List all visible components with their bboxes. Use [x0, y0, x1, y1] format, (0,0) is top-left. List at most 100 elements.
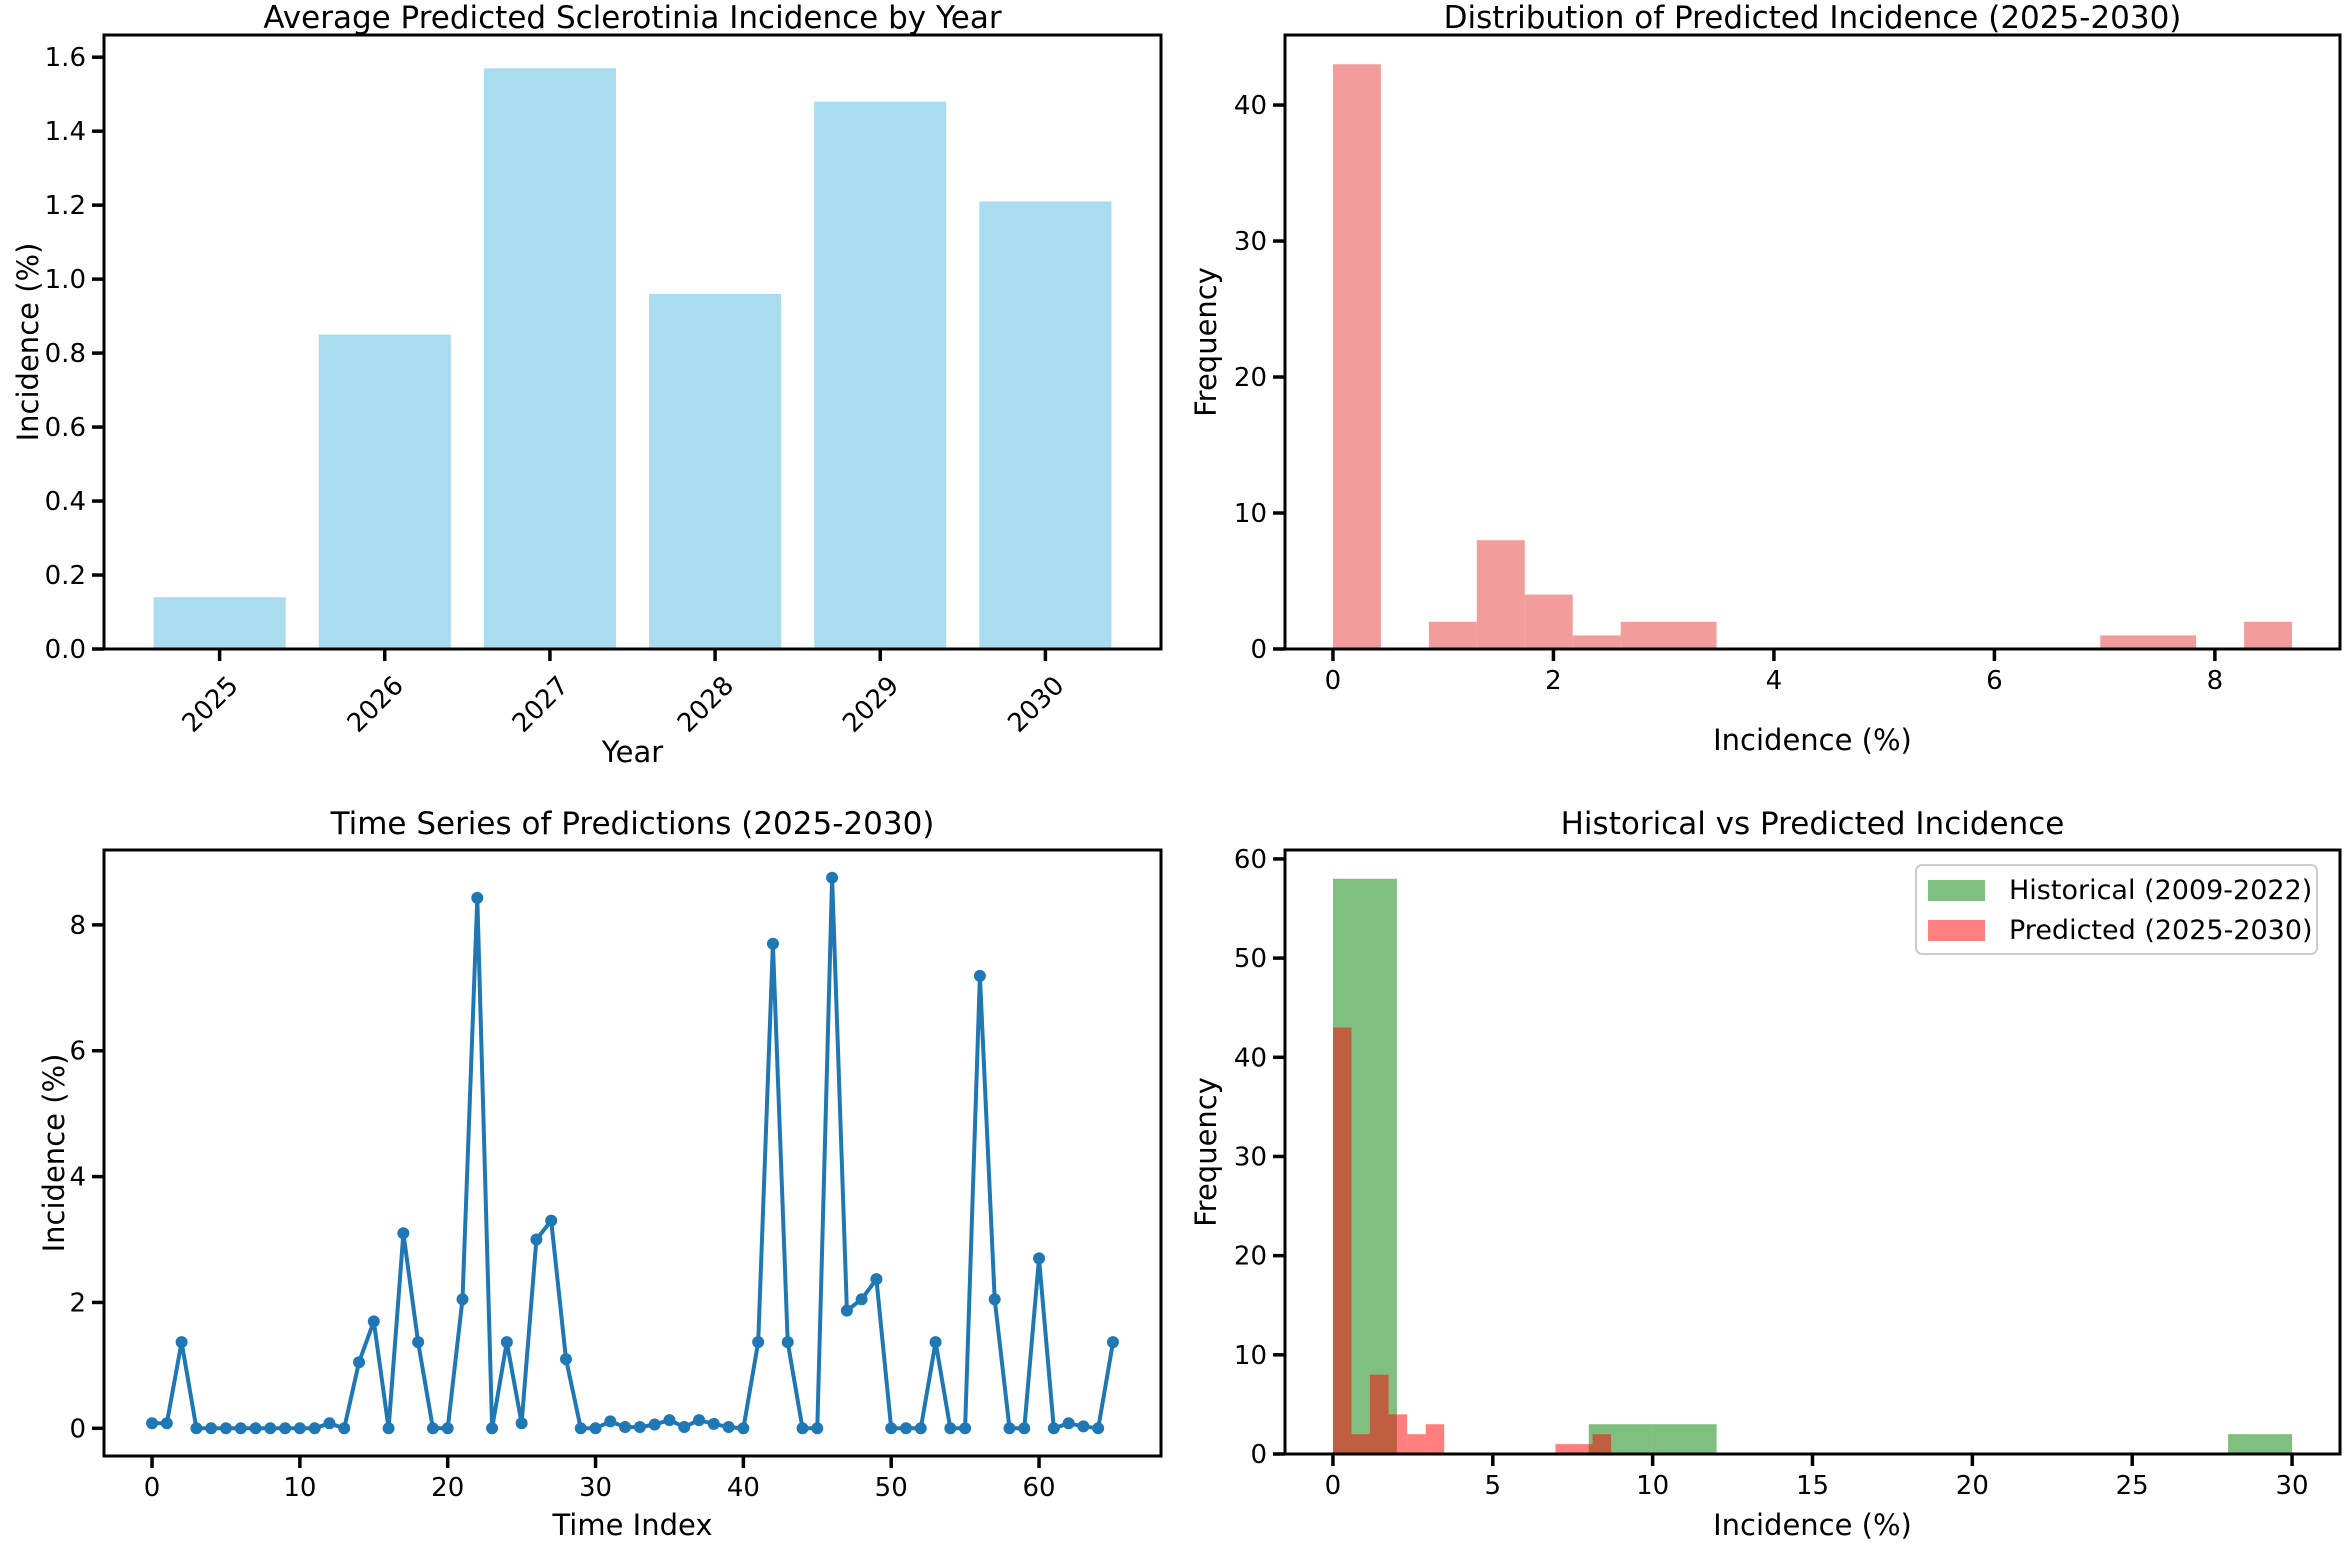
data-point [811, 1422, 824, 1435]
hist-bar [1407, 1434, 1426, 1454]
x-tick-label: 6 [1986, 666, 2003, 696]
data-point [441, 1422, 454, 1435]
data-point [619, 1421, 632, 1434]
hist-bar [1428, 621, 1477, 649]
x-tick-label: 10 [283, 1473, 316, 1503]
y-tick-label: 50 [1234, 944, 1267, 974]
axes-frame [102, 33, 1163, 651]
x-tick-label: 25 [2116, 1471, 2149, 1501]
data-point [796, 1422, 809, 1435]
x-tick-label: 2029 [837, 671, 905, 739]
hist-bar [1388, 1414, 1408, 1454]
chart-distribution-predicted: 0 2 4 6 8 0 10 20 30 40 Distribution of Predicted … [1173, 0, 2346, 770]
y-tick-label: 0.2 [45, 561, 86, 591]
hist-bar [1555, 1444, 1593, 1454]
data-point [205, 1422, 218, 1435]
y-tick-label: 4 [69, 1163, 86, 1193]
data-point [633, 1421, 646, 1434]
x-axis-label: Time Index [551, 1508, 712, 1542]
y-tick-label: 30 [1234, 227, 1267, 257]
y-tick-label: 40 [1234, 1043, 1267, 1073]
x-tick-label: 30 [579, 1473, 612, 1503]
data-point [988, 1293, 1001, 1306]
data-point [663, 1414, 676, 1427]
data-point [1018, 1422, 1031, 1435]
hist-bar [1572, 635, 1621, 649]
y-tick-label: 1.0 [45, 265, 86, 295]
x-tick-label: 2026 [342, 671, 410, 739]
y-tick-label: 20 [1234, 363, 1267, 393]
chart-title: Historical vs Predicted Incidence [1561, 806, 2065, 842]
x-tick-label: 5 [1485, 1471, 1502, 1501]
x-tick-label: 0 [144, 1473, 161, 1503]
chart-svg-1: 0 2 4 6 8 0 10 20 30 40 Distribution of Predicted … [1189, 0, 2342, 757]
y-axis-label: Frequency [1189, 267, 1223, 417]
data-point [781, 1336, 794, 1349]
data-point [693, 1414, 706, 1427]
x-tick-label: 2028 [672, 671, 740, 739]
chart-svg-0: 2025 2026 2027 2028 2029 2030 0.0 0.2 0.4 0.6 0.8 1… [11, 0, 1163, 769]
data-point [914, 1422, 927, 1435]
data-point [559, 1353, 572, 1366]
x-tick-label: 0 [1325, 1471, 1342, 1501]
bar-2025 [153, 597, 286, 649]
y-tick-label: 20 [1234, 1242, 1267, 1272]
data-point [973, 969, 986, 982]
data-point [604, 1415, 617, 1428]
data-point [944, 1422, 957, 1435]
legend-swatch [1928, 880, 1985, 901]
data-point [1003, 1422, 1016, 1435]
data-point [500, 1336, 513, 1349]
data-point [826, 871, 839, 884]
x-axis-label: Year [601, 735, 663, 769]
hist-bar [1592, 1434, 1612, 1454]
chart-avg-incidence-by-year: 2025 2026 2027 2028 2029 2030 0.0 0.2 0.4 0.6 0.8 1… [0, 0, 1173, 770]
y-tick-label: 60 [1234, 845, 1267, 875]
data-point [855, 1293, 868, 1306]
data-point [456, 1293, 469, 1306]
chart-title: Average Predicted Sclerotinia Incidence … [263, 0, 1001, 36]
data-point [766, 937, 779, 950]
y-tick-label: 8 [69, 911, 86, 941]
bar-2026 [318, 334, 451, 649]
y-tick-label: 10 [1234, 1341, 1267, 1371]
hist-bar [1476, 540, 1525, 649]
data-point [515, 1417, 528, 1430]
data-point [146, 1417, 159, 1430]
bar-2027 [483, 68, 616, 649]
data-point [840, 1304, 853, 1317]
data-point [353, 1356, 366, 1369]
x-tick-label: 2027 [507, 671, 575, 739]
legend-label: Historical (2009-2022) [2009, 875, 2312, 906]
chart-title: Time Series of Predictions (2025-2030) [330, 806, 935, 842]
data-point [279, 1422, 292, 1435]
legend-box [1915, 864, 2318, 955]
chart-historical-vs-predicted: 0 5 10 15 20 25 30 0 10 20 30 40 50 60 Historical vs P… [1173, 770, 2346, 1543]
data-point [1062, 1417, 1075, 1430]
x-tick-label: 4 [1766, 666, 1783, 696]
y-tick-label: 0.6 [45, 413, 86, 443]
x-tick-label: 2 [1545, 666, 1562, 696]
data-point [249, 1422, 262, 1435]
x-tick-label: 30 [2275, 1471, 2308, 1501]
x-tick-label: 20 [1956, 1471, 1989, 1501]
y-tick-label: 0.0 [45, 635, 86, 665]
y-tick-label: 1.4 [45, 117, 86, 147]
data-point [589, 1422, 602, 1435]
data-point [870, 1273, 883, 1286]
data-point [574, 1422, 587, 1435]
data-point [190, 1422, 203, 1435]
data-point [412, 1336, 425, 1349]
data-point [426, 1422, 439, 1435]
x-tick-label: 50 [875, 1473, 908, 1503]
data-point [752, 1336, 765, 1349]
y-axis-label: Incidence (%) [37, 1054, 71, 1253]
data-point [367, 1315, 380, 1328]
data-point [175, 1336, 188, 1349]
data-point [678, 1421, 691, 1434]
data-point [737, 1422, 750, 1435]
data-point [486, 1422, 499, 1435]
bar-2030 [979, 201, 1112, 649]
chart-svg-2: 0 10 20 30 40 50 60 0 2 4 6 8 Time Series of Predict… [37, 806, 1163, 1542]
